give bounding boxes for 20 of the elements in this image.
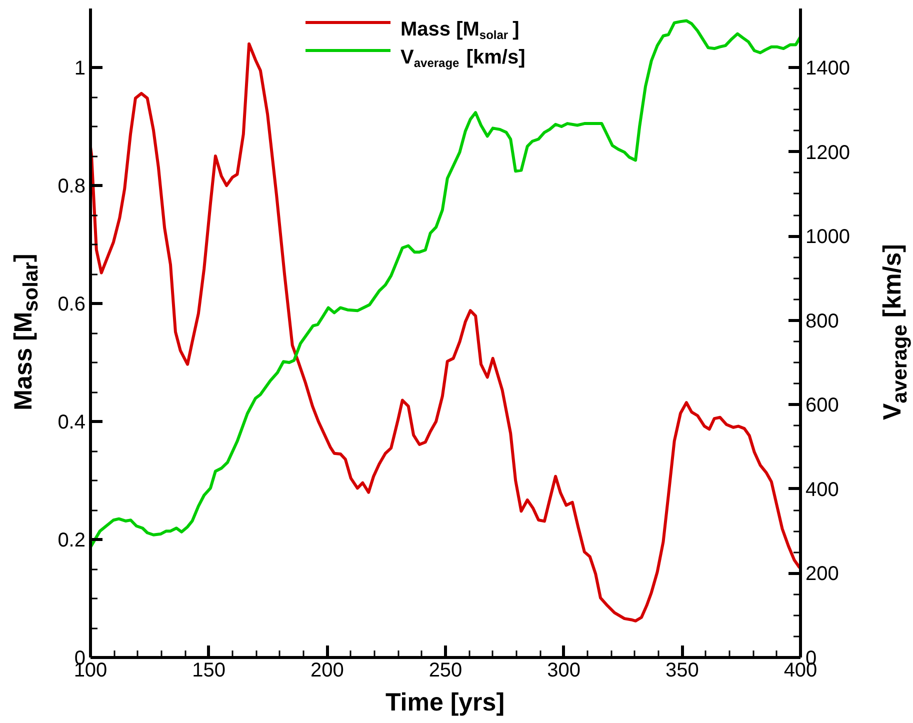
x-axis-title: Time [yrs] [385, 688, 505, 716]
y-tick-label: 0.4 [58, 412, 86, 434]
y2-tick-label: 1200 [806, 142, 850, 164]
x-tick-label: 250 [428, 660, 462, 682]
x-tick-label: 350 [665, 660, 699, 682]
y-tick-label: 0.2 [58, 530, 86, 552]
x-tick-label: 150 [192, 660, 226, 682]
y-tick-label: 0.8 [58, 176, 86, 198]
x-tick-label: 300 [547, 660, 581, 682]
line-series [90, 42, 800, 622]
y-tick-label: 1 [74, 58, 86, 80]
y2-tick-label: 1400 [806, 58, 850, 80]
y2-tick-label: 1000 [806, 226, 850, 248]
y-tick-label: 0.6 [58, 294, 86, 316]
y2-tick-label: 600 [806, 394, 839, 417]
y2-tick-label: 800 [806, 310, 839, 332]
y2-tick-label: 200 [806, 563, 839, 586]
line-series [90, 19, 800, 549]
x-tick-label: 200 [310, 660, 344, 682]
y2-tick-label: 400 [806, 478, 839, 501]
